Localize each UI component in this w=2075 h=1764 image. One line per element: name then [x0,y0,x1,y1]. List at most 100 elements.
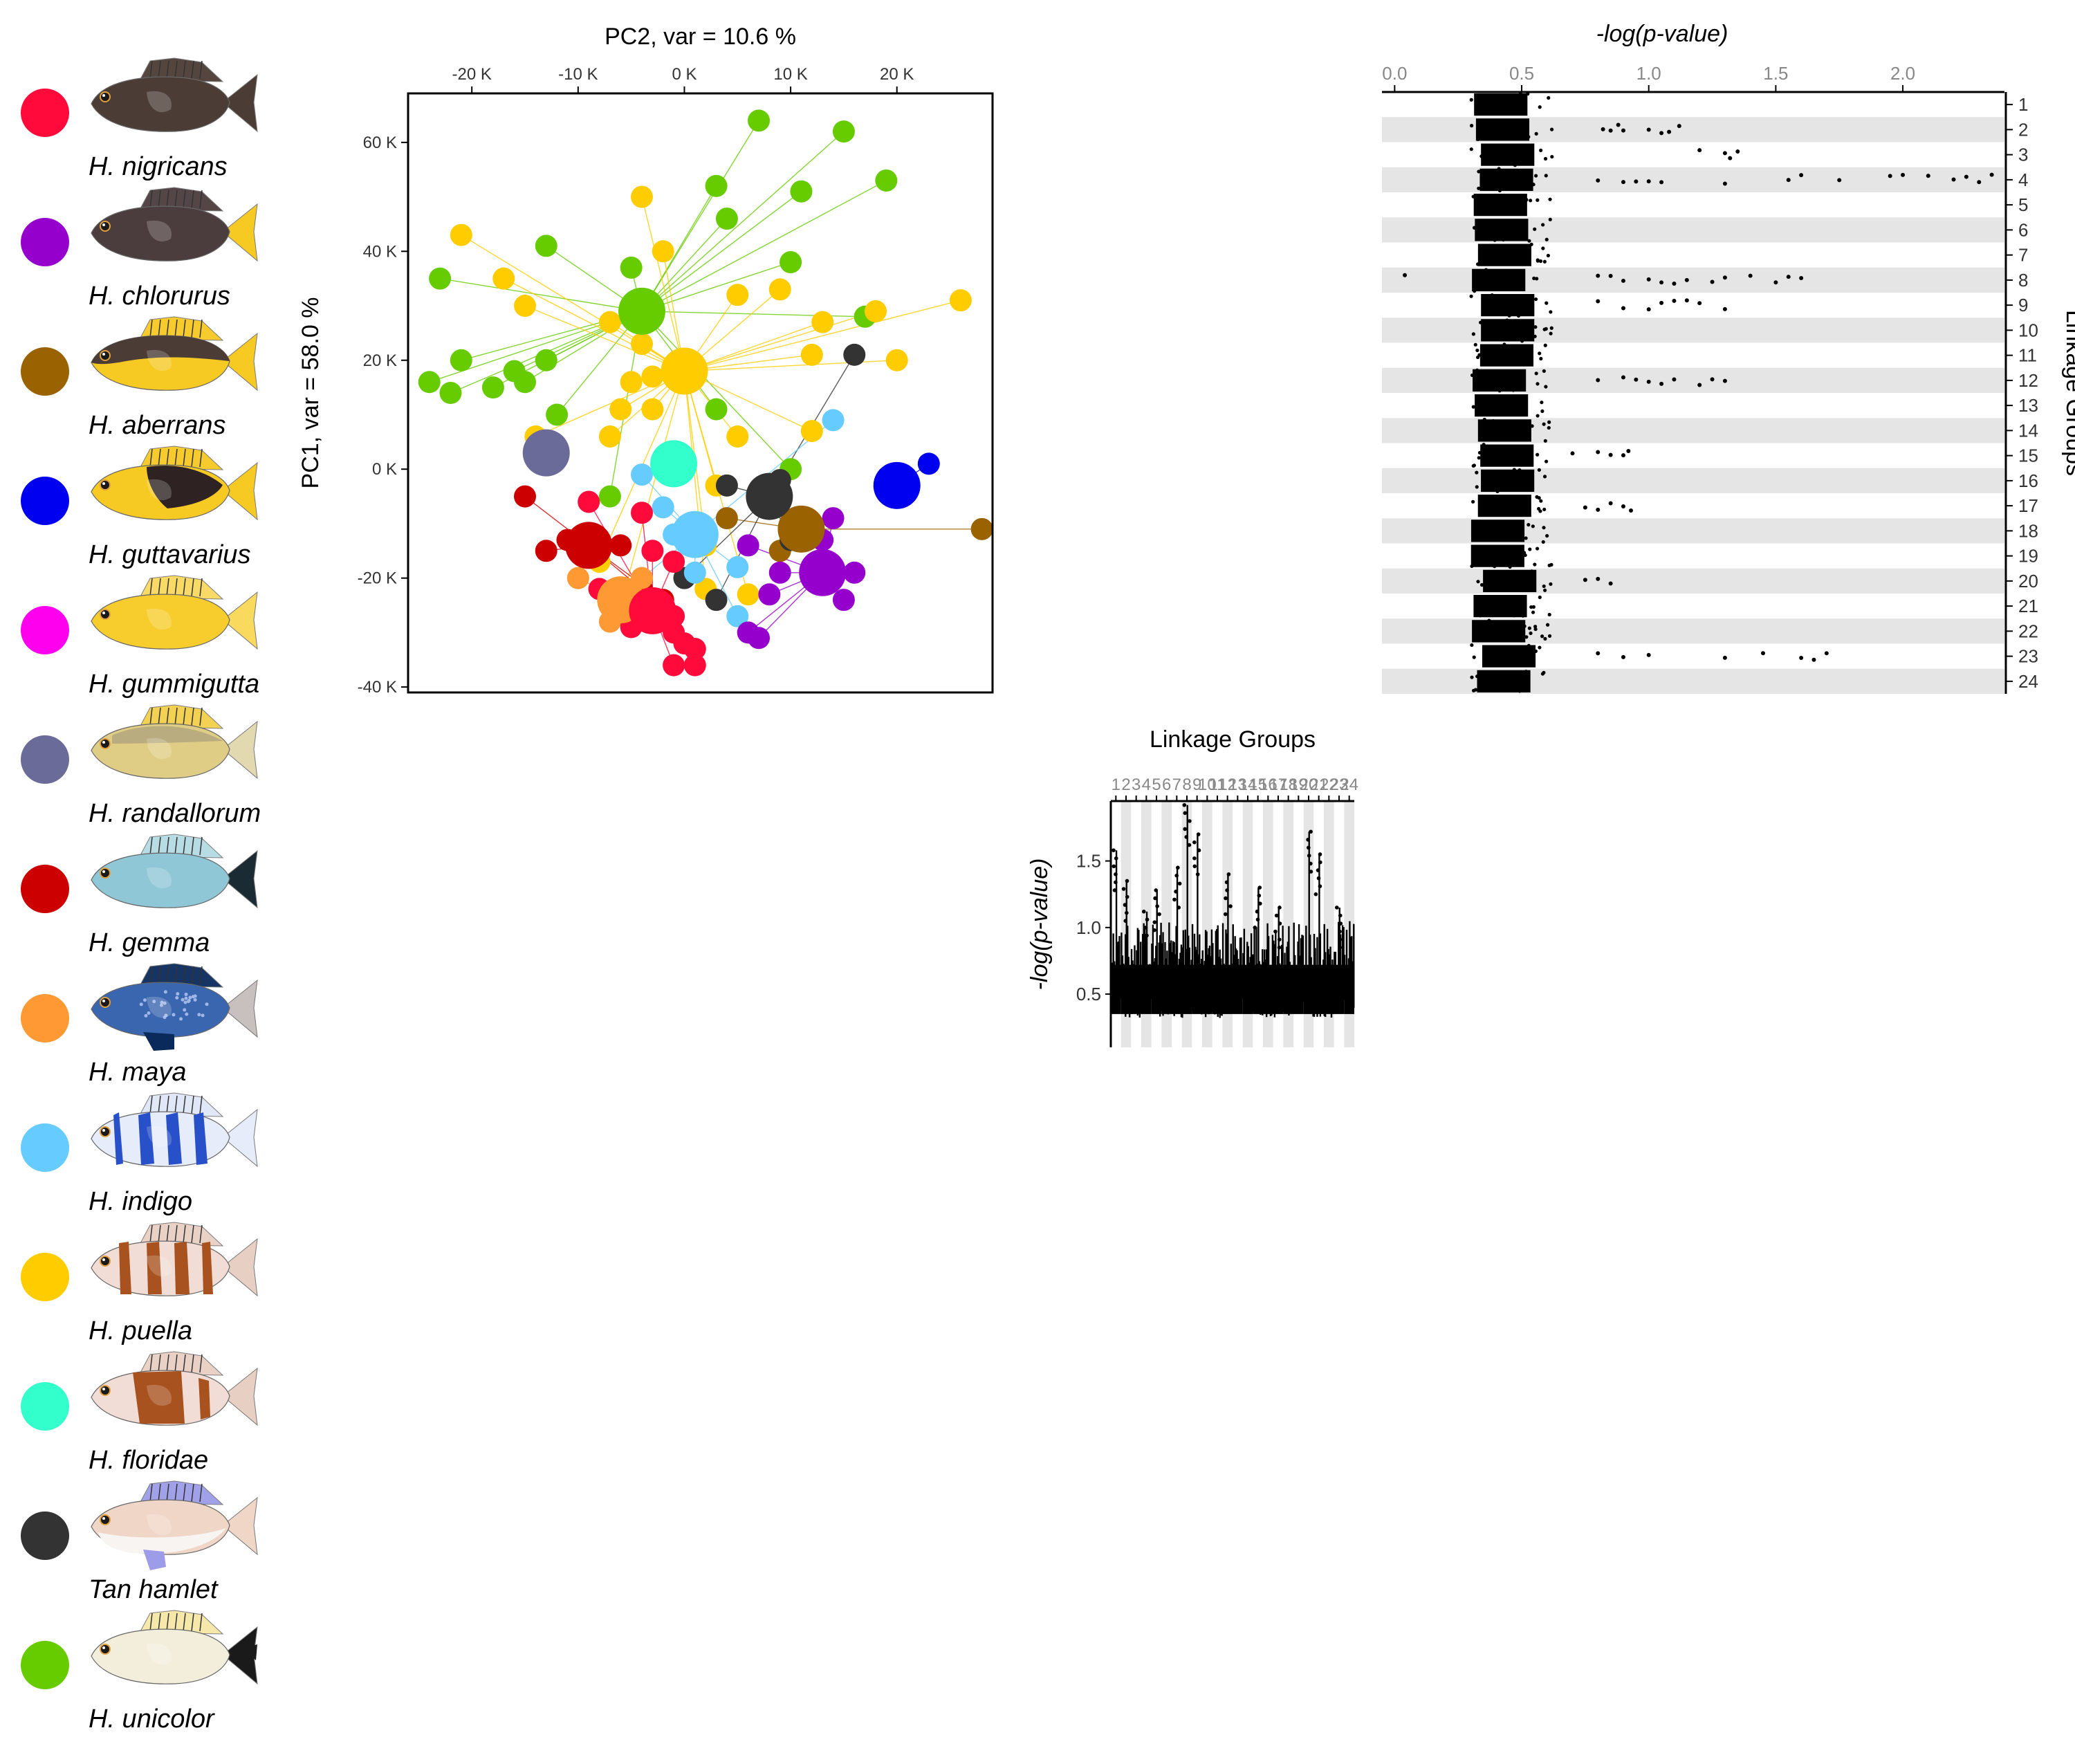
pca-link-line [641,196,685,371]
snp-outlier [1659,180,1664,185]
pca-point [514,295,536,318]
snp-point [1549,326,1553,330]
snp-point [1505,477,1509,481]
snp-point [1539,148,1543,153]
y-tick-label: 21 [2018,596,2038,616]
snp-point [1483,237,1487,241]
snp-point [1526,92,1530,96]
snp-point [1522,404,1526,408]
snp-point [1475,674,1479,679]
snp-outlier [1659,381,1664,386]
snp-point [1482,443,1486,447]
snp-outlier [1786,178,1791,183]
snp-point [1527,135,1531,139]
snp-outlier [1583,578,1587,582]
snp-point [1531,610,1536,614]
snp-point [1479,169,1483,174]
snp-point [1542,507,1547,512]
snp-point [1515,269,1520,274]
pca-point [970,517,993,540]
pca-link-line [503,278,685,372]
snp-outlier [1153,896,1157,901]
pca-point [609,398,632,421]
snp-outlier [1313,892,1318,897]
snp-outlier [1773,280,1778,285]
y-tick-label: 11 [2018,345,2037,366]
manhattan-v-points [1110,802,1355,1018]
pca-point [492,267,515,290]
snp-outlier [1608,273,1613,278]
pca-centroid [746,472,793,520]
snp-point [1476,122,1480,126]
snp-outlier [1338,921,1343,926]
pca-centroid [873,461,921,509]
lg-bulk [1222,964,1233,1014]
legend-species-name: H. gummigutta [89,670,260,699]
snp-point [1516,313,1521,318]
legend-species-name: H. puella [89,1316,192,1345]
pca-point [748,109,770,132]
legend-item: H. nigricans [0,54,290,183]
snp-point [1518,230,1522,235]
y-tick-label: 15 [2018,445,2038,466]
snp-outlier [1141,909,1146,914]
fish-illustration-icon [91,834,258,909]
snp-point [1545,623,1550,627]
pca-point [663,551,685,573]
snp-point [1511,106,1515,111]
legend-color-dot [21,1123,69,1172]
x-tick-label: 10 K [773,65,807,84]
snp-point [1549,331,1553,336]
snp-point [1520,339,1524,343]
pca-point [715,474,738,497]
snp-outlier [1799,173,1804,178]
pca-point [683,561,706,584]
snp-point [1527,239,1531,243]
snp-point [1507,410,1511,414]
pca-point [514,371,536,394]
snp-point [1477,353,1482,357]
pca-point [917,452,940,475]
lg-bulk [1475,118,1530,141]
snp-point [1547,634,1552,638]
snp-point [1495,269,1499,274]
snp-point [1550,154,1554,159]
x-tick-label: -10 K [558,65,598,84]
snp-outlier [1258,901,1262,906]
snp-point [1485,307,1489,311]
snp-outlier [1155,904,1159,908]
snp-outlier [1608,128,1613,133]
x-tick-label: 1.0 [1636,63,1661,84]
pca-point [726,284,749,306]
snp-point [1502,225,1507,230]
snp-point [1538,351,1542,356]
snp-point [1475,470,1479,475]
snp-point [1502,126,1506,130]
y-tick-label: 7 [2018,245,2028,266]
pca-link-line [524,305,685,372]
snp-outlier [1799,656,1804,661]
snp-outlier [1123,903,1127,907]
snp-point [1503,612,1507,616]
snp-outlier [1318,852,1322,856]
x-tick-label: 0.5 [1509,63,1534,84]
species-legend: H. nigricans H. chlorurus H. aberrans H. gu… [0,0,290,1764]
pca-point [652,240,674,263]
y-tick-label: 4 [2018,169,2028,190]
snp-point [1492,361,1496,365]
pca-point [705,174,728,197]
snp-point [1523,328,1527,332]
snp-point [1540,634,1544,638]
snp-point [1536,259,1540,263]
snp-point [1491,531,1496,536]
snp-point [1520,629,1525,633]
lg-bulk [1473,595,1527,618]
snp-point [1487,618,1491,623]
snp-point [1507,654,1511,658]
snp-point [1511,652,1515,656]
snp-point [1518,91,1522,96]
snp-point [1530,424,1534,428]
fish-illustration-icon [91,1222,258,1297]
x-tick-label: 7 [1172,775,1181,794]
pca-link-line [641,191,802,312]
